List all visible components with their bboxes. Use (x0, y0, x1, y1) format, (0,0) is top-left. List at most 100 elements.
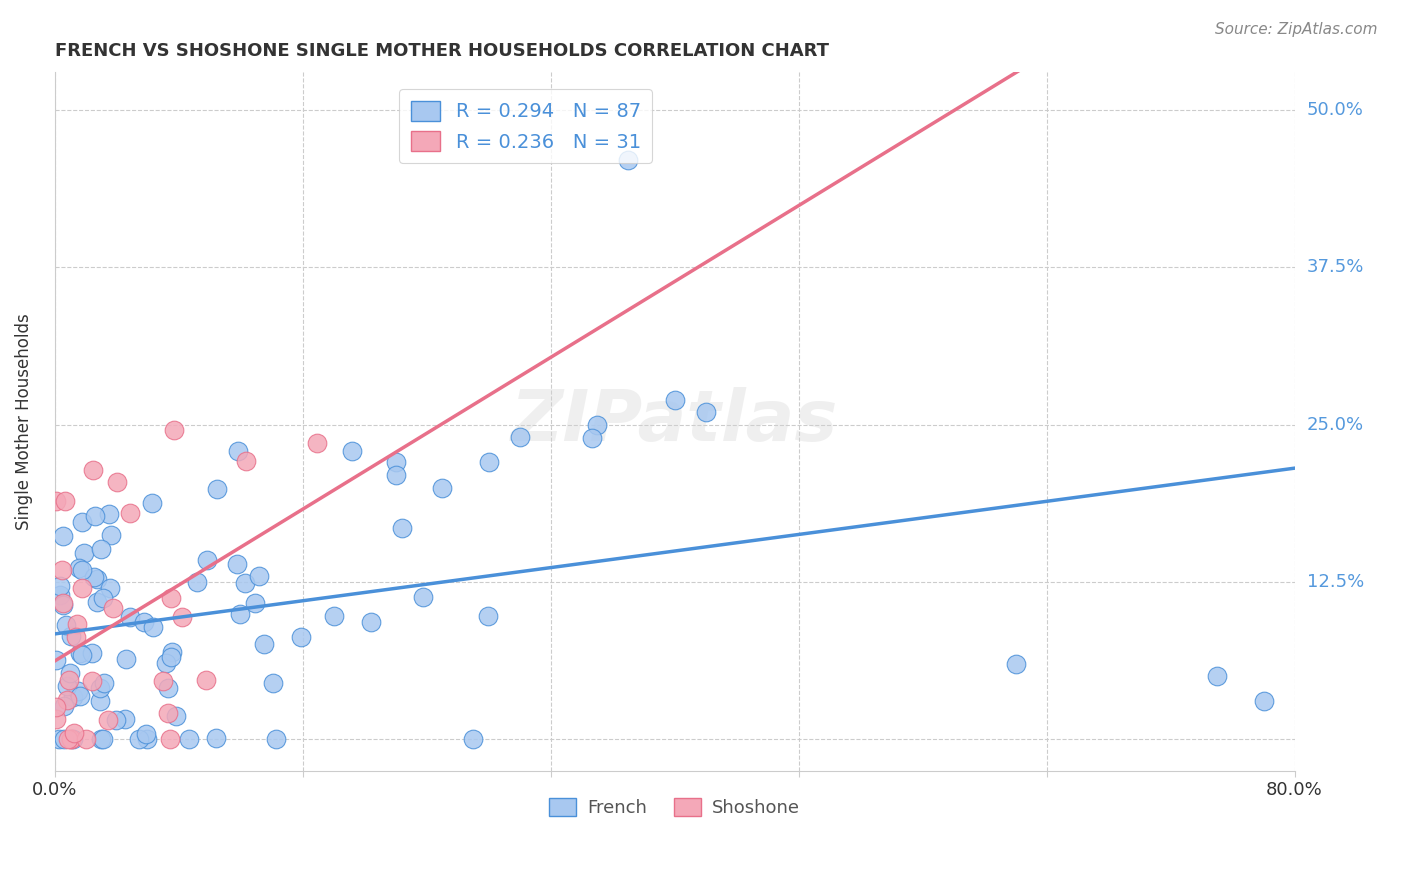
Point (70, 563, 93, 577)
Point (205, 482, 228, 496)
Point (128, 732, 150, 747)
Point (56, 732, 79, 747)
Y-axis label: Single Mother Households: Single Mother Households (15, 313, 32, 530)
Point (90, 732, 112, 747)
Point (132, 615, 155, 629)
Point (73, 546, 96, 560)
Point (105, 475, 128, 489)
Point (72, 581, 94, 595)
Point (104, 714, 127, 728)
Point (62, 732, 84, 747)
Point (101, 601, 124, 615)
Point (159, 732, 181, 747)
Point (142, 619, 165, 633)
Point (59, 629, 82, 643)
Point (695, 405, 717, 419)
Point (235, 454, 257, 468)
Point (226, 443, 249, 458)
Point (49, 588, 72, 602)
Point (159, 649, 181, 664)
Point (1206, 669, 1229, 683)
Point (262, 676, 284, 690)
Point (305, 436, 328, 450)
Point (581, 431, 603, 445)
Point (461, 732, 484, 747)
Point (617, 153, 640, 168)
Point (56, 693, 79, 707)
Point (159, 591, 181, 606)
Point (391, 521, 413, 535)
Point (91, 732, 114, 747)
Text: 25.0%: 25.0% (1308, 416, 1364, 434)
Point (49, 579, 72, 593)
Point (82, 463, 104, 477)
Point (70, 515, 93, 529)
Point (249, 569, 271, 583)
Point (290, 630, 312, 644)
Point (45, 712, 67, 726)
Point (70, 648, 93, 662)
Point (60, 732, 83, 747)
Text: 50.0%: 50.0% (1308, 101, 1364, 120)
Point (114, 712, 136, 726)
Point (195, 553, 218, 567)
Point (89, 681, 111, 695)
Point (360, 615, 382, 630)
Point (59, 665, 82, 680)
Point (56, 679, 79, 693)
Point (80, 647, 103, 661)
Point (194, 673, 217, 688)
Text: 12.5%: 12.5% (1308, 573, 1364, 591)
Point (664, 392, 686, 407)
Point (186, 574, 208, 589)
Point (509, 430, 531, 444)
Text: FRENCH VS SHOSHONE SINGLE MOTHER HOUSEHOLDS CORRELATION CHART: FRENCH VS SHOSHONE SINGLE MOTHER HOUSEHO… (55, 42, 828, 60)
Point (75, 732, 97, 747)
Point (69, 690, 91, 704)
Point (340, 444, 363, 458)
Point (63, 726, 86, 740)
Point (384, 468, 406, 483)
Point (586, 417, 609, 432)
Point (51, 563, 73, 577)
Point (62, 690, 84, 705)
Point (86, 595, 108, 609)
Point (135, 727, 157, 741)
Point (228, 607, 250, 622)
Point (82, 673, 104, 688)
Point (58, 673, 80, 687)
Text: 37.5%: 37.5% (1308, 259, 1364, 277)
Point (91, 591, 114, 606)
Point (226, 557, 249, 571)
Point (430, 481, 453, 495)
Point (52, 599, 75, 613)
Point (65, 630, 87, 644)
Point (322, 609, 344, 624)
Point (264, 732, 287, 747)
Point (179, 732, 201, 747)
Point (152, 674, 174, 689)
Point (52, 529, 75, 543)
Point (245, 596, 267, 610)
Point (84, 508, 107, 523)
Text: Source: ZipAtlas.com: Source: ZipAtlas.com (1215, 22, 1378, 37)
Point (69, 646, 91, 660)
Point (86, 572, 108, 586)
Point (155, 656, 177, 670)
Point (115, 652, 138, 666)
Point (141, 496, 163, 510)
Point (55, 618, 77, 632)
Point (1004, 657, 1026, 671)
Point (53, 732, 76, 747)
Point (477, 455, 499, 469)
Point (253, 637, 276, 651)
Point (67, 561, 90, 575)
Point (384, 455, 406, 469)
Legend: French, Shoshone: French, Shoshone (541, 790, 807, 824)
Point (156, 681, 179, 695)
Point (52, 596, 75, 610)
Point (83, 570, 105, 584)
Point (165, 709, 187, 723)
Point (412, 590, 434, 604)
Point (48, 732, 70, 747)
